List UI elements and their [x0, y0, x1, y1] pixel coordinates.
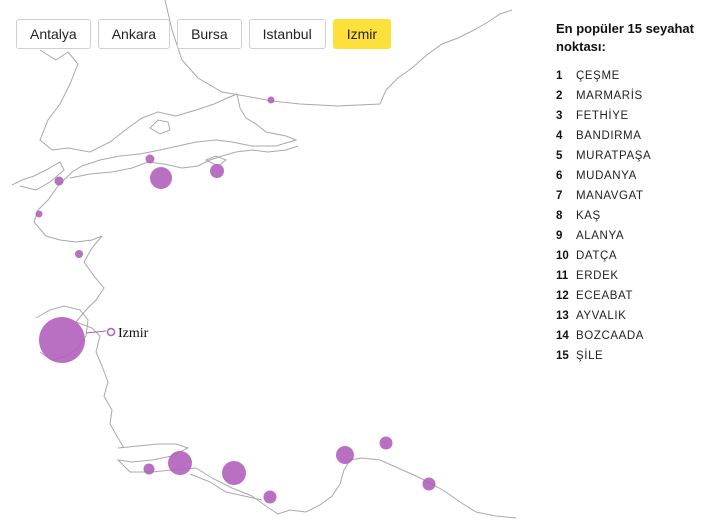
- bubble-erdek[interactable]: [145, 154, 155, 164]
- destination-name: MURATPAŞA: [576, 150, 652, 162]
- list-item: 10 DATÇA: [556, 246, 696, 266]
- destination-name: BOZCAADA: [576, 330, 645, 342]
- rank-number: 5: [556, 150, 563, 162]
- city-leader-line: [85, 330, 107, 334]
- rank-number: 15: [556, 350, 569, 362]
- bubble-ayvalik[interactable]: [75, 250, 83, 258]
- destination-name: MUDANYA: [576, 170, 637, 182]
- list-item: 6 MUDANYA: [556, 166, 696, 186]
- panel-title: En popüler 15 seyahat noktası:: [556, 21, 694, 54]
- rank-number: 1: [556, 70, 563, 82]
- list-item: 15 ŞİLE: [556, 346, 696, 366]
- bubble-sile[interactable]: [267, 96, 275, 104]
- rank-number: 12: [556, 290, 569, 302]
- destination-list: 1 ÇEŞME 2 MARMARİS 3 FETHİYE 4 BANDIRMA 5 MUR…: [556, 66, 696, 366]
- bubble-datca[interactable]: [143, 463, 155, 475]
- map[interactable]: Izmir: [0, 0, 540, 530]
- bubble-manavgat[interactable]: [263, 490, 277, 504]
- list-item: 7 MANAVGAT: [556, 186, 696, 206]
- bubble-bandirma[interactable]: [150, 167, 172, 189]
- list-item: 9 ALANYA: [556, 226, 696, 246]
- destination-name: AYVALIK: [576, 310, 627, 322]
- list-item: 8 KAŞ: [556, 206, 696, 226]
- bubble-mudanya[interactable]: [210, 164, 224, 178]
- rank-number: 11: [556, 270, 569, 282]
- tab-ankara[interactable]: Ankara: [97, 19, 171, 49]
- bubble-muratpasa[interactable]: [336, 446, 354, 464]
- tab-izmir[interactable]: Izmir: [332, 19, 392, 49]
- bubble-alanya[interactable]: [422, 477, 436, 491]
- city-izmir-marker[interactable]: Izmir: [85, 326, 149, 341]
- destination-name: FETHİYE: [576, 110, 629, 122]
- top-destinations-panel: En popüler 15 seyahat noktası: 1 ÇEŞME 2 M…: [556, 20, 696, 366]
- list-item: 13 AYVALIK: [556, 306, 696, 326]
- rank-number: 10: [556, 250, 569, 262]
- destination-name: ERDEK: [576, 270, 619, 282]
- tab-bursa[interactable]: Bursa: [177, 19, 242, 49]
- bubble-fethiye[interactable]: [168, 451, 192, 475]
- city-marker[interactable]: [106, 327, 116, 337]
- destination-name: ECEABAT: [576, 290, 634, 302]
- tab-istanbul[interactable]: Istanbul: [248, 19, 326, 49]
- destination-name: MANAVGAT: [576, 190, 644, 202]
- rank-number: 8: [556, 210, 563, 222]
- list-item: 5 MURATPAŞA: [556, 146, 696, 166]
- list-item: 11 ERDEK: [556, 266, 696, 286]
- list-item: 12 ECEABAT: [556, 286, 696, 306]
- rank-number: 14: [556, 330, 569, 342]
- rank-number: 2: [556, 90, 563, 102]
- bubble-bozcaada[interactable]: [35, 210, 43, 218]
- list-item: 1 ÇEŞME: [556, 66, 696, 86]
- bubble-marmaris[interactable]: [222, 461, 246, 485]
- bubble-cesme[interactable]: [39, 317, 85, 363]
- destination-name: BANDIRMA: [576, 130, 642, 142]
- destination-name: ÇEŞME: [576, 70, 620, 82]
- city-label: Izmir: [118, 326, 149, 341]
- destination-name: ŞİLE: [576, 350, 604, 362]
- tab-antalya[interactable]: Antalya: [16, 19, 91, 49]
- coastline: [11, 0, 517, 519]
- destination-name: DATÇA: [576, 250, 618, 262]
- list-item: 3 FETHİYE: [556, 106, 696, 126]
- rank-number: 6: [556, 170, 563, 182]
- rank-number: 13: [556, 310, 569, 322]
- list-item: 14 BOZCAADA: [556, 326, 696, 346]
- destination-name: KAŞ: [576, 210, 601, 222]
- list-item: 4 BANDIRMA: [556, 126, 696, 146]
- rank-number: 4: [556, 130, 563, 142]
- rank-number: 7: [556, 190, 563, 202]
- bubble-kas[interactable]: [379, 436, 393, 450]
- destination-bubbles: [35, 96, 436, 504]
- destination-name: MARMARİS: [576, 90, 643, 102]
- city-tabs: Antalya Ankara Bursa Istanbul Izmir: [16, 19, 392, 49]
- destination-name: ALANYA: [576, 230, 625, 242]
- list-item: 2 MARMARİS: [556, 86, 696, 106]
- bubble-eceabat[interactable]: [54, 176, 64, 186]
- rank-number: 9: [556, 230, 563, 242]
- rank-number: 3: [556, 110, 563, 122]
